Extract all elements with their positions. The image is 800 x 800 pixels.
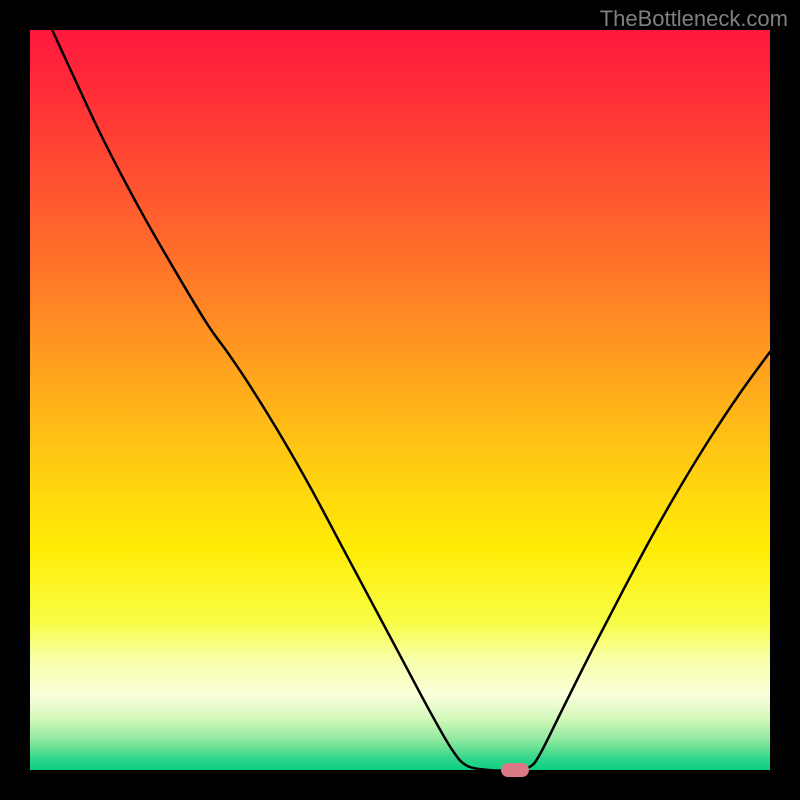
chart-plot-area [30,30,770,770]
minimum-marker [501,763,529,777]
bottleneck-curve [30,30,770,770]
watermark-text: TheBottleneck.com [600,6,788,32]
